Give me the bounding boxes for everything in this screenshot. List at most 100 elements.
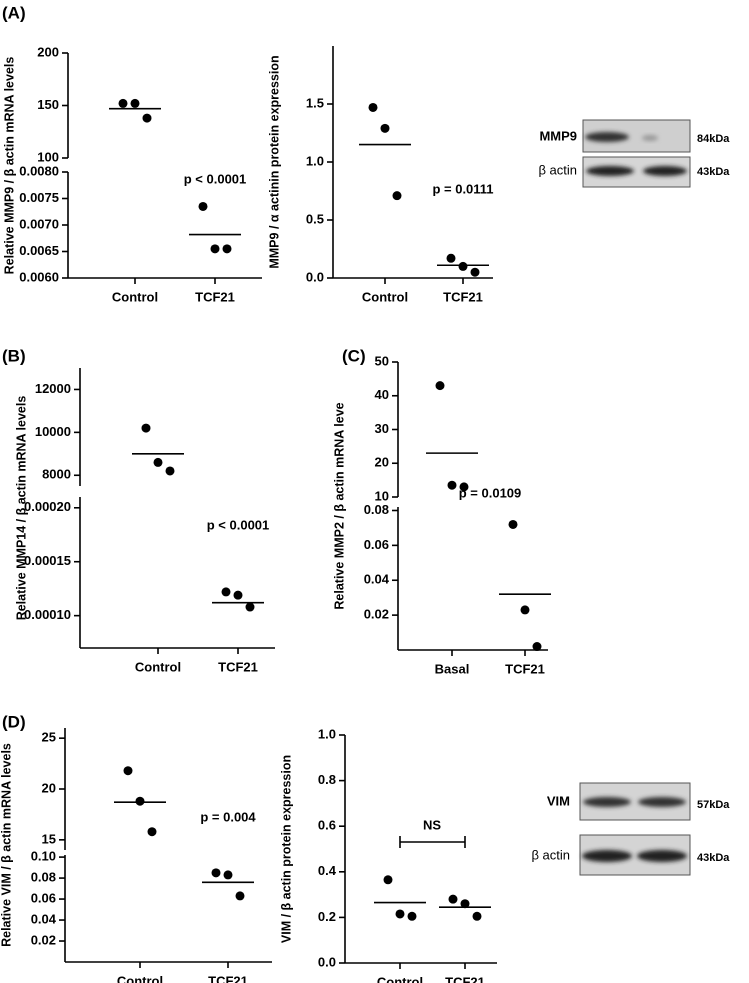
y-tick-label: 0.00010: [24, 607, 71, 622]
panel-label: (A): [2, 3, 26, 22]
blot-band: [643, 166, 687, 176]
x-tick-label: TCF21: [445, 974, 485, 983]
x-tick-label: Basal: [435, 661, 470, 676]
dot: [395, 909, 405, 919]
dot: [141, 423, 151, 433]
y-tick-label: 0.0075: [19, 190, 59, 205]
y-tick-label: 0.04: [364, 572, 390, 587]
y-tick-label: 0.06: [364, 537, 389, 552]
blot-band: [585, 132, 629, 142]
dot: [123, 766, 133, 776]
dot: [235, 891, 245, 901]
y-axis-label: Relative MMP9 / β actin mRNA levels: [2, 57, 16, 275]
dot: [198, 201, 208, 211]
annotation: p = 0.004: [200, 809, 256, 824]
y-tick-label: 0.02: [364, 607, 389, 622]
annotation: NS: [423, 817, 441, 832]
annotation: p = 0.0111: [432, 181, 493, 196]
y-tick-label: 100: [37, 149, 59, 164]
y-tick-label: 0.0070: [19, 216, 59, 231]
x-tick-label: Control: [112, 289, 158, 304]
blot-band: [586, 166, 634, 176]
dot: [459, 482, 469, 492]
western-blot: VIM β actin 57kDa 43kDa: [531, 782, 730, 876]
dot: [245, 602, 255, 612]
dot: [135, 796, 145, 806]
x-tick-label: TCF21: [443, 289, 483, 304]
y-tick-label: 8000: [42, 467, 71, 482]
y-tick-label: 0.4: [318, 863, 337, 878]
dot: [233, 590, 243, 600]
blot-label: β actin: [531, 847, 570, 862]
x-tick-label: TCF21: [218, 659, 258, 674]
dot: [392, 191, 402, 201]
y-tick-label: 0.04: [31, 911, 57, 926]
dot: [470, 267, 480, 277]
x-tick-label: Control: [377, 974, 423, 983]
dot: [165, 466, 175, 476]
x-tick-label: Control: [117, 973, 163, 983]
y-tick-label: 0.2: [318, 909, 336, 924]
dot: [221, 587, 231, 597]
panel-label: (C): [342, 346, 366, 365]
y-tick-label: 10: [375, 488, 389, 503]
y-tick-label: 0.08: [364, 502, 389, 517]
dot: [447, 480, 457, 490]
blot-size: 43kDa: [697, 852, 730, 864]
panel-label: (D): [2, 712, 26, 731]
dot: [508, 519, 518, 529]
dot: [380, 123, 390, 133]
x-tick-label: TCF21: [505, 661, 545, 676]
x-tick-label: TCF21: [195, 289, 235, 304]
y-tick-label: 25: [42, 730, 56, 745]
blot-band: [642, 135, 658, 141]
blot-label: β actin: [538, 162, 577, 177]
significance-bracket: [399, 836, 466, 848]
dot: [211, 868, 221, 878]
blot-label: MMP9: [539, 128, 577, 143]
dot: [130, 98, 140, 108]
dot: [532, 642, 542, 652]
y-tick-label: 200: [37, 44, 59, 59]
dot: [368, 102, 378, 112]
y-tick-label: 12000: [35, 381, 71, 396]
y-tick-label: 0.0: [318, 954, 336, 969]
blot-band: [583, 797, 631, 807]
y-tick-label: 40: [375, 387, 389, 402]
annotation: p < 0.0001: [184, 171, 247, 186]
y-tick-label: 0.10: [31, 849, 56, 864]
annotation: p < 0.0001: [207, 517, 270, 532]
y-tick-label: 0.00020: [24, 499, 71, 514]
y-tick-label: 0.0060: [19, 269, 59, 284]
dot: [223, 870, 233, 880]
y-tick-label: 0.6: [318, 818, 336, 833]
x-tick-label: TCF21: [208, 973, 248, 983]
y-tick-label: 30: [375, 421, 389, 436]
y-tick-label: 1.0: [318, 726, 336, 741]
dot: [458, 261, 468, 271]
blot-size: 84kDa: [697, 133, 730, 145]
y-axis-label: MMP9 / α actinin protein expression: [267, 55, 281, 268]
x-tick-label: Control: [362, 289, 408, 304]
y-tick-label: 50: [375, 353, 389, 368]
y-axis-label: Relative VIM / β actin mRNA levels: [0, 743, 13, 947]
y-tick-label: 0.08: [31, 870, 56, 885]
dot: [147, 827, 157, 837]
western-blot: MMP9 β actin 84kDa 43kDa: [538, 119, 730, 188]
dot: [520, 605, 530, 615]
dot: [118, 98, 128, 108]
dot: [407, 911, 417, 921]
y-tick-label: 0.8: [318, 772, 336, 787]
dot: [472, 911, 482, 921]
y-tick-label: 150: [37, 97, 59, 112]
dot: [142, 113, 152, 123]
dot: [383, 875, 393, 885]
y-tick-label: 0.0065: [19, 243, 59, 258]
dot: [448, 894, 458, 904]
x-tick-label: Control: [135, 659, 181, 674]
y-tick-label: 1.5: [306, 95, 324, 110]
y-tick-label: 20: [375, 455, 389, 470]
blot-band: [582, 850, 632, 862]
y-tick-label: 15: [42, 831, 56, 846]
